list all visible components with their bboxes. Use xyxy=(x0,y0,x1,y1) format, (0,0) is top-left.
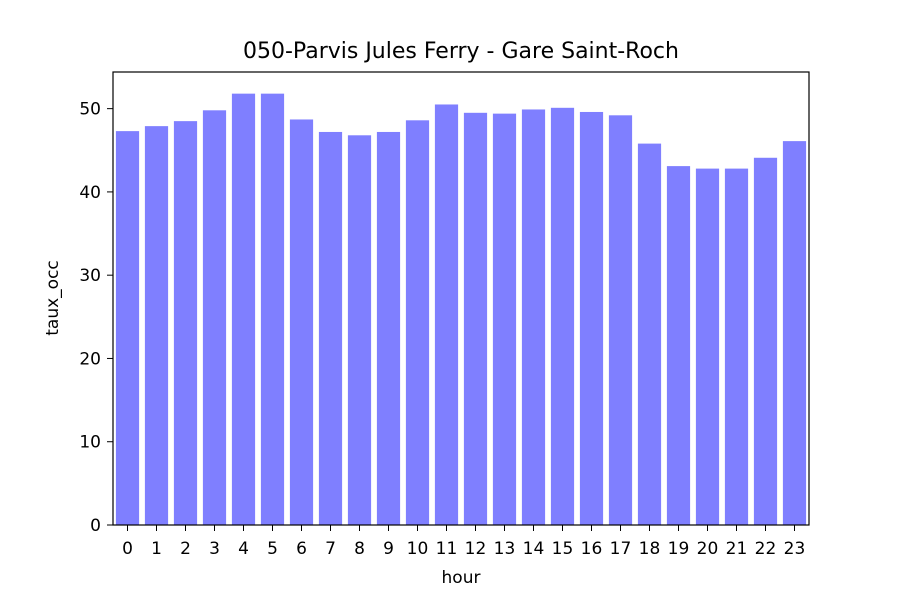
x-tick-label: 22 xyxy=(755,539,777,559)
bar-hour-3 xyxy=(202,110,227,525)
x-axis: 0 1 2 3 4 5 6 7 8 9 10 11 12 13 14 15 16 17 18 19 20 21 22 23 xyxy=(122,525,805,559)
bar-hour-11 xyxy=(434,104,459,525)
bar-hour-9 xyxy=(376,131,401,525)
x-tick-label: 5 xyxy=(267,539,278,559)
x-tick-label: 23 xyxy=(784,539,806,559)
bar-hour-23 xyxy=(782,141,807,525)
x-tick-label: 14 xyxy=(523,539,545,559)
x-tick-label: 3 xyxy=(209,539,220,559)
x-tick-label: 17 xyxy=(610,539,632,559)
x-tick-label: 0 xyxy=(122,539,133,559)
bar-hour-14 xyxy=(521,109,546,525)
y-tick-label: 0 xyxy=(90,516,101,536)
bar-hour-17 xyxy=(608,115,633,526)
bar-hour-6 xyxy=(289,119,314,525)
bar-hour-20 xyxy=(695,168,720,525)
x-axis-label: hour xyxy=(442,568,481,588)
bar-hour-22 xyxy=(753,157,778,525)
x-tick-label: 4 xyxy=(238,539,249,559)
x-tick-label: 19 xyxy=(668,539,690,559)
x-tick-label: 15 xyxy=(552,539,574,559)
bar-hour-21 xyxy=(724,168,749,525)
bar-hour-15 xyxy=(550,107,575,525)
bar-hour-2 xyxy=(173,121,198,525)
y-tick-label: 50 xyxy=(79,100,101,120)
bar-hour-5 xyxy=(260,93,285,526)
bar-hour-10 xyxy=(405,120,430,526)
x-tick-label: 6 xyxy=(296,539,307,559)
x-tick-label: 2 xyxy=(180,539,191,559)
x-tick-label: 12 xyxy=(465,539,487,559)
bar-hour-0 xyxy=(115,131,140,525)
x-tick-label: 11 xyxy=(436,539,458,559)
bars-group xyxy=(115,93,807,526)
x-tick-label: 16 xyxy=(581,539,603,559)
chart-title: 050-Parvis Jules Ferry - Gare Saint-Roch xyxy=(243,39,679,64)
y-tick-label: 10 xyxy=(79,433,101,453)
bar-hour-16 xyxy=(579,111,604,525)
x-tick-label: 8 xyxy=(354,539,365,559)
x-tick-label: 7 xyxy=(325,539,336,559)
bar-hour-12 xyxy=(463,112,488,526)
y-tick-label: 40 xyxy=(79,183,101,203)
bar-hour-4 xyxy=(231,93,256,526)
y-tick-label: 20 xyxy=(79,349,101,369)
y-axis: 0 10 20 30 40 50 xyxy=(79,100,113,536)
bar-hour-1 xyxy=(144,126,169,525)
x-tick-label: 10 xyxy=(407,539,429,559)
x-tick-label: 13 xyxy=(494,539,516,559)
x-tick-label: 9 xyxy=(383,539,394,559)
bar-hour-8 xyxy=(347,135,372,526)
y-axis-label: taux_occ xyxy=(43,260,63,336)
plot-frame xyxy=(112,71,810,526)
bar-hour-7 xyxy=(318,131,343,525)
x-tick-label: 18 xyxy=(639,539,661,559)
bar-hour-19 xyxy=(666,166,691,525)
y-tick-label: 30 xyxy=(79,266,101,286)
bar-hour-18 xyxy=(637,143,662,526)
x-tick-label: 21 xyxy=(726,539,748,559)
x-tick-label: 1 xyxy=(151,539,162,559)
bar-hour-13 xyxy=(492,113,517,525)
x-tick-label: 20 xyxy=(697,539,719,559)
